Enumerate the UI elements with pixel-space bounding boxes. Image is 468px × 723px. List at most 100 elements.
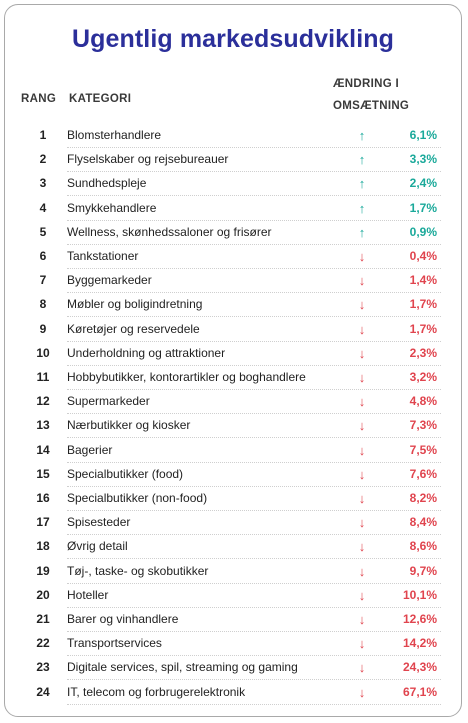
row-divider	[67, 219, 441, 221]
row-divider	[67, 606, 441, 608]
arrow-down-icon: ↓	[358, 321, 366, 337]
rank-cell: 16	[36, 491, 50, 505]
change-cell: 24,3%	[402, 660, 437, 675]
category-cell: Smykkehandlere	[67, 200, 157, 215]
table-row: 10 Underholdning og attraktioner ↓ 2,3%	[5, 342, 461, 366]
change-cell: 1,7%	[409, 200, 437, 215]
row-divider	[67, 679, 441, 681]
rank-cell: 11	[36, 370, 50, 384]
category-cell: Køretøjer og reservedele	[67, 321, 200, 336]
category-cell: Spisesteder	[67, 515, 131, 530]
rank-cell: 3	[39, 176, 47, 191]
rank-cell: 20	[36, 587, 50, 602]
rank-cell: 22	[36, 636, 50, 651]
category-cell: Digitale services, spil, streaming og ga…	[67, 660, 298, 675]
change-cell: 7,3%	[409, 418, 437, 433]
row-divider	[67, 171, 441, 173]
change-cell: 3,2%	[409, 370, 437, 384]
table-row: 7 Byggemarkeder ↓ 1,4%	[5, 269, 461, 294]
arrow-down-icon: ↓	[358, 636, 366, 652]
arrow-down-icon: ↓	[358, 394, 366, 410]
rank-cell: 17	[36, 515, 50, 530]
change-cell: 7,6%	[409, 466, 437, 481]
change-cell: 12,6%	[402, 612, 437, 626]
rank-cell: 10	[36, 345, 50, 360]
rank-cell: 9	[39, 321, 47, 336]
arrow-down-icon: ↓	[358, 466, 366, 482]
table-row: 9 Køretøjer og reservedele ↓ 1,7%	[5, 318, 461, 342]
row-divider	[67, 316, 441, 318]
category-cell: Specialbutikker (non-food)	[67, 491, 208, 505]
arrow-down-icon: ↓	[358, 345, 366, 361]
change-cell: 1,7%	[409, 321, 437, 336]
category-column-header: KATEGORI	[69, 93, 132, 105]
change-cell: 1,4%	[409, 273, 437, 288]
rank-cell: 7	[39, 273, 47, 288]
category-cell: IT, telecom og forbrugerelektronik	[67, 684, 246, 699]
arrow-down-icon: ↓	[358, 587, 366, 603]
category-cell: Wellness, skønhedssaloner og frisører	[67, 224, 272, 239]
table-row: 13 Nærbutikker og kiosker ↓ 7,3%	[5, 414, 461, 439]
category-cell: Supermarkeder	[67, 394, 150, 409]
row-divider	[67, 582, 441, 584]
arrow-down-icon: ↓	[358, 442, 366, 458]
row-divider	[67, 292, 441, 294]
change-cell: 6,1%	[409, 128, 437, 142]
row-divider	[67, 147, 441, 148]
category-cell: Øvrig detail	[67, 539, 128, 554]
change-cell: 3,3%	[409, 152, 437, 167]
change-cell: 7,5%	[409, 442, 437, 457]
table-row: 12 Supermarkeder ↓ 4,8%	[5, 390, 461, 415]
change-cell: 0,9%	[409, 224, 437, 239]
table-row: 6 Tankstationer ↓ 0,4%	[5, 245, 461, 269]
category-cell: Tankstationer	[67, 249, 139, 263]
arrow-down-icon: ↓	[358, 249, 366, 264]
row-divider	[67, 631, 441, 632]
rank-cell: 23	[36, 660, 50, 675]
rank-cell: 18	[36, 539, 50, 554]
table-row: 24 IT, telecom og forbrugerelektronik ↓ 67,…	[5, 681, 461, 705]
row-divider	[67, 340, 441, 342]
row-divider	[67, 558, 441, 560]
row-divider	[67, 437, 441, 439]
rank-cell: 24	[36, 684, 50, 699]
row-divider	[67, 195, 441, 197]
arrow-up-icon: ↑	[358, 176, 366, 192]
category-cell: Tøj-, taske- og skobutikker	[67, 563, 209, 578]
table-row: 20 Hoteller ↓ 10,1%	[5, 584, 461, 608]
arrow-up-icon: ↑	[358, 200, 366, 216]
category-cell: Blomsterhandlere	[67, 128, 162, 142]
rank-cell: 5	[39, 224, 47, 239]
table-row: 16 Specialbutikker (non-food) ↓ 8,2%	[5, 487, 461, 511]
arrow-down-icon: ↓	[358, 418, 366, 434]
change-header-line1: ÆNDRING I	[333, 78, 399, 90]
table-row: 17 Spisesteder ↓ 8,4%	[5, 511, 461, 536]
row-divider	[67, 364, 441, 366]
arrow-down-icon: ↓	[358, 370, 366, 385]
row-divider	[67, 389, 441, 390]
change-cell: 4,8%	[409, 394, 437, 409]
change-cell: 8,6%	[409, 539, 437, 554]
rank-cell: 6	[39, 249, 47, 263]
arrow-down-icon: ↓	[358, 515, 366, 531]
row-divider	[67, 510, 441, 511]
category-cell: Bagerier	[67, 442, 113, 457]
arrow-down-icon: ↓	[358, 612, 366, 627]
table-row: 19 Tøj-, taske- og skobutikker ↓ 9,7%	[5, 560, 461, 584]
category-cell: Møbler og boligindretning	[67, 297, 203, 312]
row-divider	[67, 461, 441, 463]
change-cell: 67,1%	[402, 684, 437, 699]
category-cell: Transportservices	[67, 636, 162, 651]
rank-cell: 15	[36, 466, 50, 481]
category-cell: Barer og vinhandlere	[67, 612, 179, 626]
arrow-up-icon: ↑	[358, 224, 366, 240]
arrow-down-icon: ↓	[358, 539, 366, 555]
arrow-up-icon: ↑	[358, 128, 366, 143]
row-divider	[67, 268, 441, 269]
table-row: 18 Øvrig detail ↓ 8,6%	[5, 535, 461, 560]
change-cell: 0,4%	[409, 249, 437, 263]
arrow-down-icon: ↓	[358, 563, 366, 579]
row-divider	[67, 655, 441, 657]
rank-cell: 21	[36, 612, 50, 626]
change-cell: 2,3%	[409, 345, 437, 360]
